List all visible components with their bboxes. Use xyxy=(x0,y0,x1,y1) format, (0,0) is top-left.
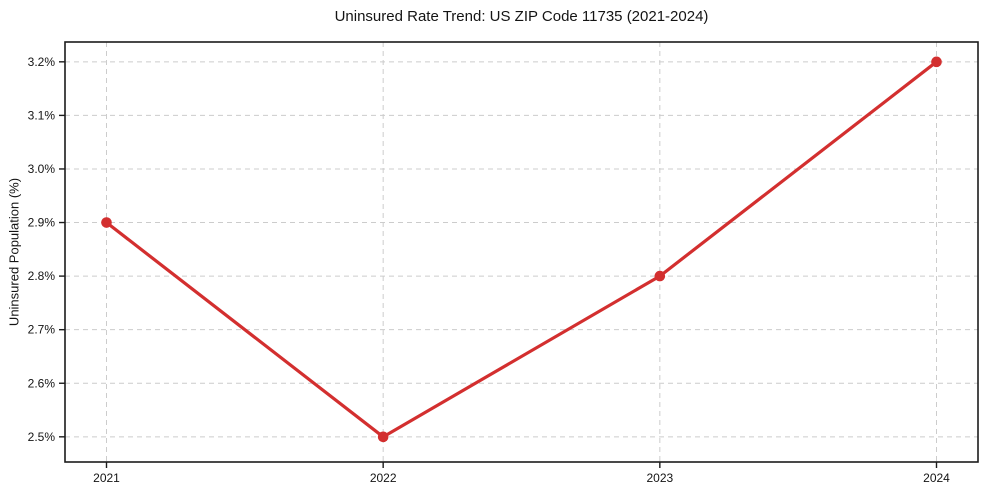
y-tick-label: 2.8% xyxy=(28,269,56,283)
plot-border xyxy=(64,41,979,463)
x-tick-label: 2022 xyxy=(370,471,397,485)
chart-title: Uninsured Rate Trend: US ZIP Code 11735 … xyxy=(334,8,709,25)
trend-line xyxy=(104,60,939,439)
data-point-2021 xyxy=(101,217,112,228)
y-tick-label: 2.7% xyxy=(28,323,56,337)
y-tick-label: 2.5% xyxy=(28,430,56,444)
data-point-2023 xyxy=(654,270,666,282)
data-point-2022 xyxy=(377,431,389,443)
x-tick-label: 2021 xyxy=(93,471,120,485)
x-tick-label: 2023 xyxy=(646,471,673,485)
y-tick-label: 3.0% xyxy=(28,162,56,176)
y-tick-label: 3.1% xyxy=(28,108,56,122)
y-tick-label: 3.2% xyxy=(28,55,56,69)
x-tick-label: 2024 xyxy=(923,471,950,485)
y-tick-label: 2.9% xyxy=(28,216,56,230)
y-tick-label: 2.6% xyxy=(28,376,56,390)
data-point-2024 xyxy=(931,56,942,68)
